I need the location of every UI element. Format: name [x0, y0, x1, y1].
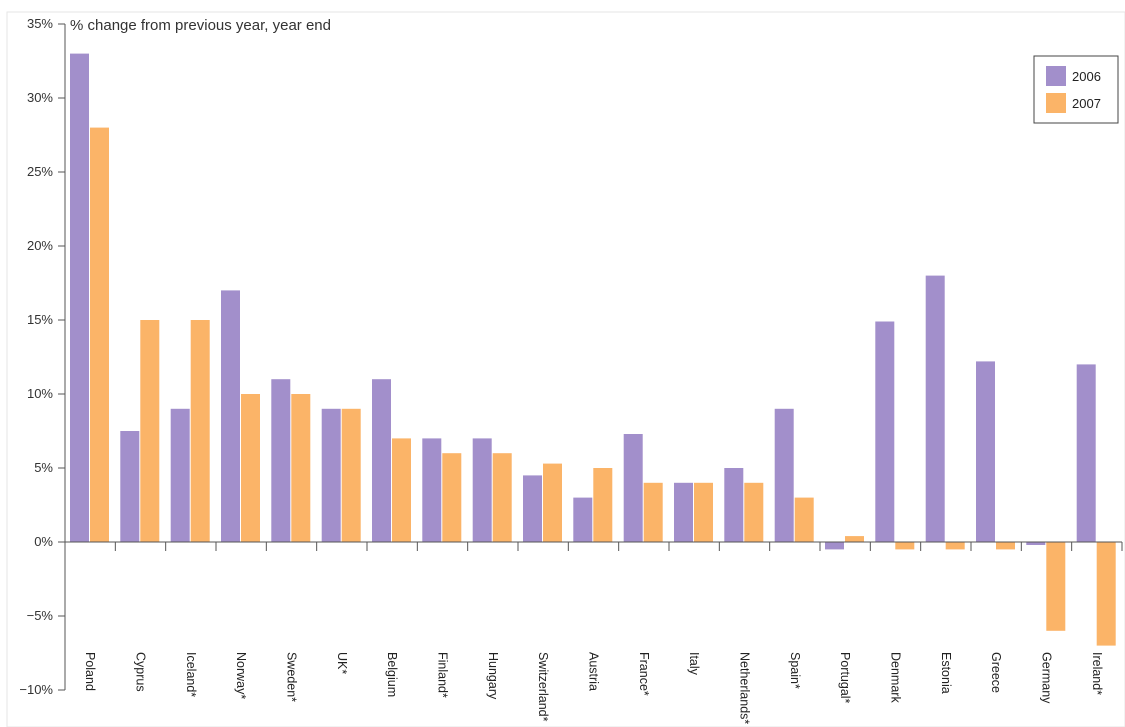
bar-2007-denmark	[895, 542, 915, 550]
x-axis: Poland Cyprus Iceland* Norway* Sweden* UK* Bel…	[65, 541, 1123, 724]
y-tick-label: −10%	[19, 682, 53, 697]
bar-2006-ireland	[1076, 364, 1096, 542]
x-category-label: Germany	[1040, 652, 1054, 704]
y-tick-label: 0%	[34, 534, 53, 549]
bar-2007-portugal	[845, 536, 864, 542]
y-tick-label: 35%	[27, 16, 53, 31]
bar-2006-france	[623, 434, 643, 542]
bar-2006-iceland	[170, 408, 190, 542]
x-category-label: Ireland*	[1090, 652, 1104, 695]
y-axis: −10% −5% 0% 5% 10% 15% 20% 25% 30% 35%	[19, 16, 66, 697]
x-category-label: Finland*	[436, 652, 450, 698]
x-category-label: Portugal*	[838, 652, 852, 704]
chart-title: % change from previous year, year end	[70, 17, 331, 34]
bar-2006-spain	[774, 408, 794, 542]
y-tick-label: −5%	[27, 608, 54, 623]
bar-2007-hungary	[492, 453, 512, 542]
bar-2006-uk	[321, 408, 341, 542]
bar-2007-spain	[794, 497, 814, 542]
x-category-label: Hungary	[486, 652, 500, 700]
x-category-label: Spain*	[788, 652, 802, 689]
bar-2007-netherlands	[744, 482, 764, 542]
x-category-label: Switzerland*	[536, 652, 550, 722]
legend-swatch-2006	[1046, 66, 1066, 86]
x-category-label: Iceland*	[184, 652, 198, 697]
bar-2007-austria	[593, 468, 613, 542]
bar-2007-italy	[694, 482, 713, 542]
bar-2007-norway	[241, 394, 260, 542]
x-category-label: Estonia	[939, 652, 953, 694]
bar-2006-cyprus	[120, 431, 140, 542]
y-tick-label: 15%	[27, 312, 53, 327]
bar-2006-germany	[1026, 542, 1046, 545]
x-category-label: Belgium	[385, 652, 399, 697]
y-tick-label: 30%	[27, 90, 53, 105]
bar-2007-ireland	[1096, 542, 1116, 646]
y-tick-label: 25%	[27, 164, 53, 179]
bar-2007-belgium	[392, 438, 411, 542]
bar-2006-portugal	[825, 542, 844, 550]
chart-frame	[6, 11, 1125, 727]
bar-2007-estonia	[945, 542, 965, 550]
bar-2007-poland	[90, 127, 109, 542]
x-category-label: Italy	[687, 652, 701, 676]
bar-2006-norway	[221, 290, 240, 542]
bar-2006-finland	[422, 438, 442, 542]
x-category-label: Austria	[587, 652, 601, 691]
bar-2006-estonia	[925, 275, 945, 542]
x-category-label: Sweden*	[285, 652, 299, 702]
x-category-label: UK*	[335, 652, 349, 674]
bar-2006-netherlands	[724, 468, 744, 542]
bar-2007-germany	[1046, 542, 1066, 631]
bar-2006-italy	[674, 482, 693, 542]
x-category-label: Greece	[989, 652, 1003, 693]
y-tick-label: 10%	[27, 386, 53, 401]
legend-label-2006: 2006	[1072, 69, 1101, 84]
y-tick-label: 5%	[34, 460, 53, 475]
legend-swatch-2007	[1046, 93, 1066, 113]
legend-label-2007: 2007	[1072, 96, 1101, 111]
bar-2007-finland	[442, 453, 462, 542]
x-category-label: Cyprus	[134, 652, 148, 692]
x-category-label: France*	[637, 652, 651, 696]
bar-2006-switzerland	[523, 475, 542, 542]
x-category-label: Norway*	[234, 652, 248, 699]
bars	[70, 53, 1116, 646]
bar-2007-greece	[996, 542, 1015, 550]
bar-2006-belgium	[372, 379, 391, 542]
bar-2006-sweden	[271, 379, 291, 542]
bar-2006-denmark	[875, 321, 895, 542]
bar-2006-greece	[976, 361, 995, 542]
bar-2007-sweden	[291, 394, 311, 542]
bar-2007-uk	[341, 408, 361, 542]
bar-2006-hungary	[472, 438, 492, 542]
bar-2007-france	[643, 482, 663, 542]
x-category-label: Denmark	[889, 652, 903, 703]
bar-2006-austria	[573, 497, 593, 542]
bar-2006-poland	[70, 53, 89, 542]
legend: 2006 2007	[1033, 55, 1119, 124]
bar-2007-cyprus	[140, 320, 160, 542]
bar-2007-iceland	[190, 320, 210, 542]
x-category-label: Netherlands*	[738, 652, 752, 724]
y-tick-label: 20%	[27, 238, 53, 253]
x-category-label: Poland	[83, 652, 97, 691]
bar-2007-switzerland	[543, 463, 562, 542]
